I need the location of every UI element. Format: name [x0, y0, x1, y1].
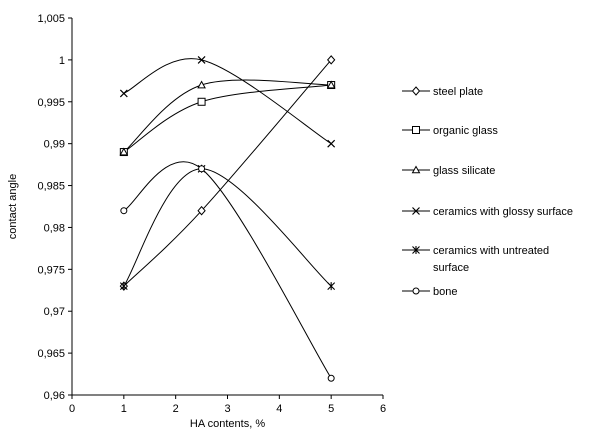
legend-marker-triangle	[411, 165, 421, 174]
legend-item: ceramics with untreated surface	[402, 245, 549, 274]
y-tick-label: 1,005	[37, 13, 65, 25]
data-point-x	[197, 55, 206, 64]
series-line	[123, 168, 332, 287]
legend-label: bone	[433, 286, 457, 298]
x-tick-label: 3	[224, 403, 230, 415]
series-line	[123, 161, 332, 379]
legend-item: glass silicate	[402, 165, 495, 177]
legend-marker-asterisk	[412, 246, 420, 254]
y-tick-label: 0,995	[37, 97, 65, 109]
legend-label-cont: surface	[433, 262, 469, 274]
data-point-circle	[198, 165, 206, 173]
y-tick-label: 0,985	[37, 181, 65, 193]
data-point-circle	[120, 207, 128, 215]
data-point-circle	[327, 374, 335, 382]
legend-marker-x	[412, 207, 420, 215]
data-point-triangle	[326, 80, 336, 89]
y-tick-label: 0,965	[37, 348, 65, 360]
y-ticks: 0,96 0,965 0,97 0,975 0,98 0,985 0,99 0,995 1 1,0…	[37, 13, 72, 402]
x-tick-label: 4	[276, 403, 282, 415]
legend-marker-circle	[412, 287, 420, 295]
legend-item: bone	[402, 286, 457, 298]
data-point-square	[197, 97, 206, 106]
legend-item: steel plate	[402, 86, 483, 98]
data-point-diamond	[197, 205, 206, 216]
legend-label: organic glass	[433, 125, 498, 137]
y-tick-label: 1	[59, 55, 65, 67]
x-tick-label: 0	[69, 403, 75, 415]
data-point-asterisk	[119, 282, 128, 291]
data-point-x	[327, 139, 336, 148]
legend-label: ceramics with glossy surface	[433, 206, 573, 218]
legend-label: steel plate	[433, 86, 483, 98]
x-ticks: 0 1 2 3 4 5 6	[69, 395, 386, 415]
series-lines	[123, 58, 332, 379]
y-tick-label: 0,97	[44, 306, 65, 318]
x-axis-title: HA contents, %	[190, 418, 265, 430]
y-tick-label: 0,99	[44, 139, 65, 151]
y-tick-label: 0,98	[44, 222, 65, 234]
x-tick-label: 6	[380, 403, 386, 415]
x-tick-label: 5	[328, 403, 334, 415]
data-point-diamond	[327, 55, 336, 65]
data-point-triangle	[119, 147, 129, 156]
legend-item: ceramics with glossy surface	[402, 206, 573, 218]
series-line	[123, 79, 332, 153]
legend-marker-square	[412, 126, 420, 134]
data-point-x	[119, 89, 128, 98]
plot-area: 0,96 0,965 0,97 0,975 0,98 0,985 0,99 0,995 1 1,0…	[37, 13, 386, 415]
legend: steel plate organic glass glass silicate ce…	[402, 86, 573, 298]
series-line	[123, 58, 332, 145]
legend-label: ceramics with untreated	[433, 245, 549, 257]
y-tick-label: 0,975	[37, 264, 65, 276]
legend-marker-diamond	[411, 86, 421, 96]
series-markers	[119, 55, 336, 382]
y-tick-label: 0,96	[44, 390, 65, 402]
y-axis-title: contact angle	[7, 174, 19, 239]
data-point-triangle	[197, 80, 206, 89]
legend-item: organic glass	[402, 125, 498, 137]
series-line	[123, 59, 332, 287]
x-tick-label: 2	[173, 403, 179, 415]
data-point-asterisk	[327, 282, 336, 291]
legend-label: glass silicate	[433, 165, 495, 177]
x-tick-label: 1	[121, 403, 127, 415]
